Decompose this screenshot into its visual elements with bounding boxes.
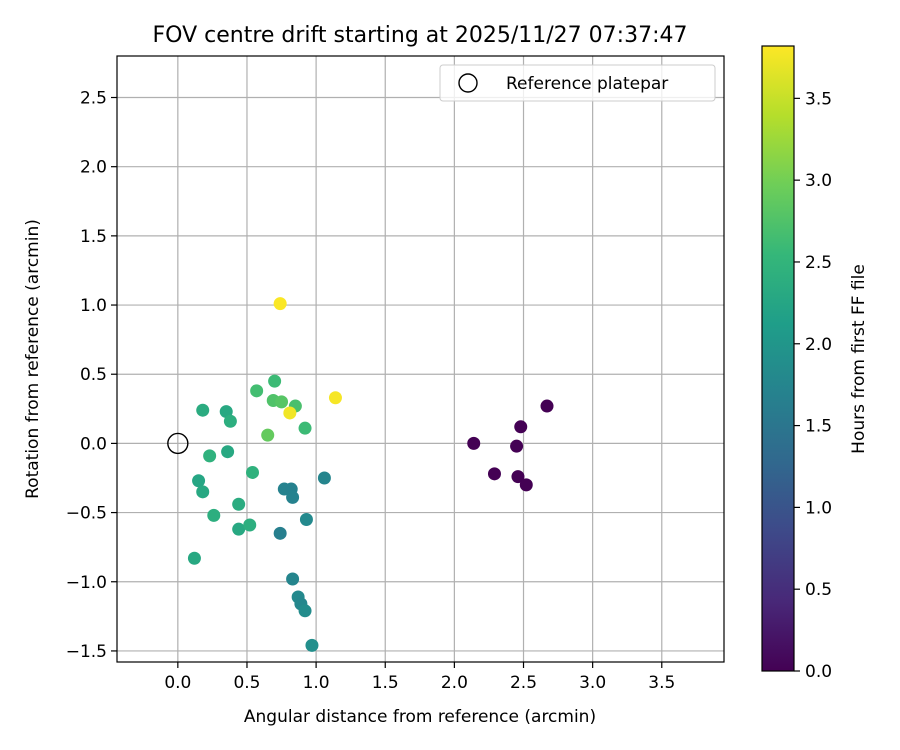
colorbar-tick-label: 0.0 [805, 662, 832, 682]
scatter-point [275, 395, 289, 409]
y-tick-label: 0.0 [80, 434, 107, 454]
x-axis-label: Angular distance from reference (arcmin) [244, 707, 596, 727]
x-tick-label: 0.0 [164, 673, 191, 693]
scatter-point [243, 518, 257, 532]
y-axis-label: Rotation from reference (arcmin) [23, 219, 43, 499]
x-tick-label: 2.5 [510, 673, 537, 693]
x-tick-label: 2.0 [441, 673, 468, 693]
y-tick-label: −0.5 [66, 504, 107, 524]
scatter-point [273, 297, 287, 311]
scatter-point [273, 526, 287, 540]
scatter-point [511, 470, 525, 484]
x-tick-label: 1.0 [303, 673, 330, 693]
scatter-point [187, 551, 201, 565]
scatter-points [187, 297, 554, 652]
scatter-point [203, 449, 217, 463]
scatter-point [192, 474, 206, 488]
reference-layer [167, 432, 189, 455]
scatter-point [514, 420, 528, 434]
scatter-point [223, 414, 237, 428]
colorbar-tick-label: 0.5 [805, 580, 832, 600]
scatter-point [298, 421, 312, 435]
scatter-point [250, 384, 264, 398]
chart-title: FOV centre drift starting at 2025/11/27 … [153, 23, 688, 48]
scatter-point [540, 399, 554, 413]
scatter-point [207, 508, 221, 522]
scatter-point [286, 490, 300, 504]
y-tick-label: −1.0 [66, 573, 107, 593]
y-tick-label: 1.5 [80, 227, 107, 247]
scatter-point [317, 471, 331, 485]
scatter-point [305, 638, 319, 652]
reference-platepar-marker [167, 432, 189, 455]
scatter-point [232, 522, 246, 536]
colorbar-frame [761, 45, 795, 672]
scatter-point [298, 604, 312, 618]
y-tick-label: 2.5 [80, 89, 107, 109]
legend-box [439, 64, 716, 102]
scatter-point [467, 436, 481, 450]
plot-area: 0.0 0.5 1.0 1.5 2.0 2.5 3.0 3.5 −1.5 −1.0 −0.5 0.0… [66, 55, 725, 693]
colorbar-tick-label: 2.0 [805, 335, 832, 355]
x-tick-label: 3.5 [648, 673, 675, 693]
colorbar-ticks: 0.0 0.5 1.0 1.5 2.0 2.5 3.0 3.5 [794, 89, 832, 682]
colorbar-tick-label: 3.5 [805, 89, 832, 109]
plot-frame [116, 55, 725, 663]
y-tick-label: 1.0 [80, 296, 107, 316]
y-tick-label: 0.5 [80, 365, 107, 385]
colorbar-tick-label: 1.0 [805, 498, 832, 518]
scatter-point [283, 406, 297, 420]
colorbar-tick-label: 3.0 [805, 171, 832, 191]
scatter-point [232, 497, 246, 511]
y-tick-label: 2.0 [80, 158, 107, 178]
scatter-point [286, 572, 300, 586]
legend: Reference platepar [439, 64, 716, 102]
scatter-point [221, 445, 235, 459]
scatter-point [487, 467, 501, 481]
scatter-point [261, 428, 275, 442]
scatter-point [268, 374, 282, 388]
scatter-point [299, 512, 313, 526]
colorbar-gradient [762, 46, 794, 671]
x-tick-label: 1.5 [372, 673, 399, 693]
scatter-point [196, 403, 210, 417]
x-axis-ticks: 0.0 0.5 1.0 1.5 2.0 2.5 3.0 3.5 [164, 662, 675, 693]
legend-label-reference: Reference platepar [506, 74, 668, 94]
x-tick-label: 3.0 [579, 673, 606, 693]
scatter-point [328, 391, 342, 405]
scatter-point [519, 478, 533, 492]
colorbar-tick-label: 2.5 [805, 253, 832, 273]
scatter-point [510, 439, 524, 453]
colorbar-tick-label: 1.5 [805, 417, 832, 437]
x-tick-label: 0.5 [233, 673, 260, 693]
colorbar-label: Hours from first FF file [849, 264, 869, 454]
plot-background [117, 56, 724, 662]
y-tick-label: −1.5 [66, 642, 107, 662]
y-axis-ticks: −1.5 −1.0 −0.5 0.0 0.5 1.0 1.5 2.0 2.5 [66, 89, 117, 662]
colorbar: 0.0 0.5 1.0 1.5 2.0 2.5 3.0 3.5 Hours from firs… [761, 45, 869, 682]
scatter-point [246, 465, 260, 479]
legend-marker-reference [458, 73, 478, 93]
scatter-point [196, 485, 210, 499]
